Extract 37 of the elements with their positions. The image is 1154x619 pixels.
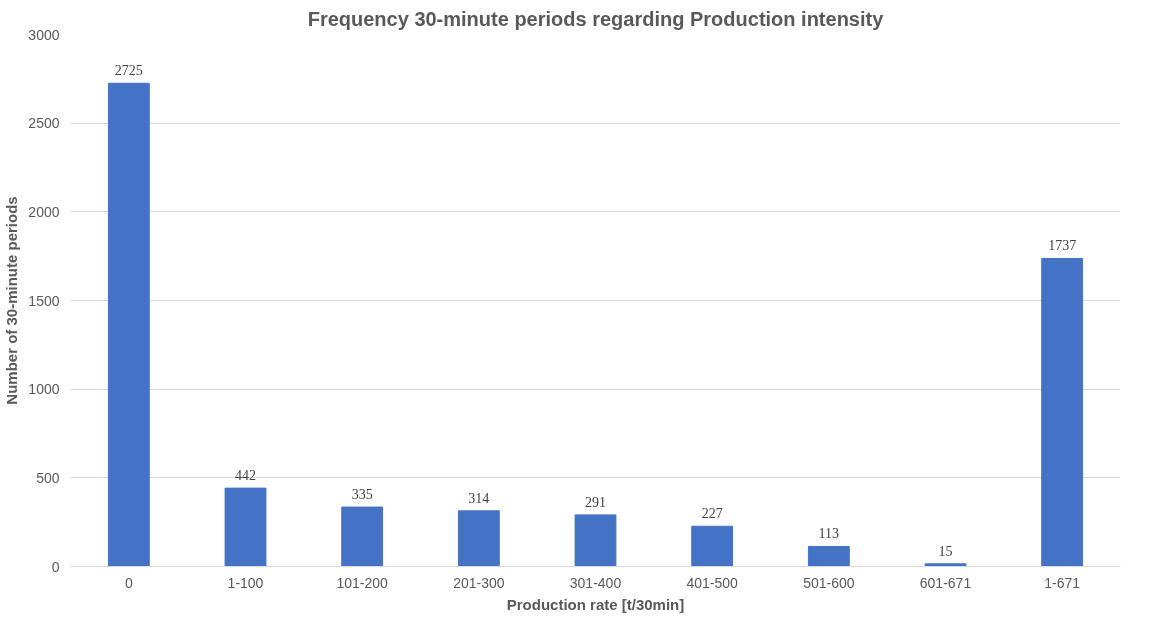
y-tick-label: 500 <box>36 469 60 486</box>
y-tick-label: 1000 <box>28 381 60 398</box>
data-label: 314 <box>468 490 490 506</box>
x-tick-label: 1-100 <box>227 574 264 591</box>
bar <box>107 82 150 567</box>
bar <box>574 514 617 567</box>
x-tick-label: 501-600 <box>803 574 855 591</box>
y-tick-label: 1500 <box>28 292 60 309</box>
bar <box>224 487 267 567</box>
x-tick-label: 301-400 <box>569 574 622 591</box>
x-tick-label: 601-671 <box>919 574 972 591</box>
x-tick-label: 0 <box>124 574 133 591</box>
x-tick-label: 201-300 <box>453 574 505 591</box>
chart-title: Frequency 30-minute periods regarding Production intensity <box>307 7 885 30</box>
data-label: 2725 <box>114 63 143 79</box>
bar <box>807 545 850 567</box>
y-tick-label: 0 <box>51 558 60 575</box>
bar <box>691 525 734 567</box>
data-label: 291 <box>585 494 606 510</box>
y-tick-label: 2500 <box>28 115 60 132</box>
bar <box>457 510 500 567</box>
bar <box>341 506 384 567</box>
x-axis-title: Production rate [t/30min] <box>506 595 685 613</box>
x-tick-label: 101-200 <box>336 574 389 591</box>
x-tick-label: 401-500 <box>686 574 739 591</box>
data-label: 113 <box>818 526 840 542</box>
data-label: 227 <box>701 506 723 522</box>
bar <box>924 563 967 567</box>
x-tick-label: 1-671 <box>1044 574 1081 591</box>
data-label: 1737 <box>1048 238 1077 254</box>
data-label: 442 <box>235 468 256 484</box>
y-tick-label: 3000 <box>28 26 60 43</box>
y-tick-label: 2000 <box>28 203 60 220</box>
data-label: 15 <box>938 543 953 559</box>
y-axis-title: Number of 30-minute periods <box>3 196 21 405</box>
data-label: 335 <box>351 487 373 503</box>
bar <box>1041 257 1084 567</box>
